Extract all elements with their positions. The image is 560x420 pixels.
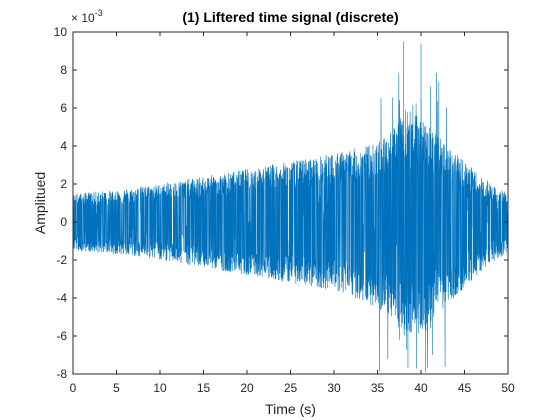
y-tick-label: 6 bbox=[60, 101, 67, 115]
y-axis-ticks: -8 -6 -4 -2 0 2 4 6 8 10 bbox=[54, 25, 508, 381]
y-tick-label: 4 bbox=[60, 139, 67, 153]
signal-line bbox=[72, 41, 509, 373]
y-tick-label: 2 bbox=[60, 177, 67, 191]
x-tick-label: 15 bbox=[197, 381, 211, 395]
y-tick-label: -8 bbox=[56, 367, 67, 381]
y-exponent-label: × 10-3 bbox=[71, 8, 103, 25]
x-tick-label: 40 bbox=[414, 381, 428, 395]
y-exponent-power: -3 bbox=[95, 8, 103, 18]
x-tick-label: 5 bbox=[113, 381, 120, 395]
y-tick-label: -2 bbox=[56, 253, 67, 267]
signal-series bbox=[72, 41, 509, 373]
x-tick-label: 50 bbox=[501, 381, 515, 395]
y-exponent-base: × 10 bbox=[71, 11, 95, 25]
y-tick-label: -4 bbox=[56, 291, 67, 305]
x-axis-label: Time (s) bbox=[265, 401, 316, 417]
x-tick-label: 35 bbox=[371, 381, 385, 395]
y-tick-label: 0 bbox=[60, 215, 67, 229]
x-tick-label: 25 bbox=[284, 381, 298, 395]
y-tick-label: 8 bbox=[60, 63, 67, 77]
x-tick-label: 0 bbox=[70, 381, 77, 395]
x-tick-label: 10 bbox=[153, 381, 167, 395]
y-tick-label: -6 bbox=[56, 329, 67, 343]
chart-title: (1) Liftered time signal (discrete) bbox=[182, 9, 398, 25]
y-axis-label: Amplitued bbox=[32, 172, 48, 234]
y-tick-label: 10 bbox=[54, 25, 68, 39]
x-tick-label: 20 bbox=[240, 381, 254, 395]
x-tick-label: 30 bbox=[327, 381, 341, 395]
x-tick-label: 45 bbox=[458, 381, 472, 395]
x-axis-ticks: 0 5 10 15 20 25 30 35 40 45 50 bbox=[70, 32, 515, 395]
